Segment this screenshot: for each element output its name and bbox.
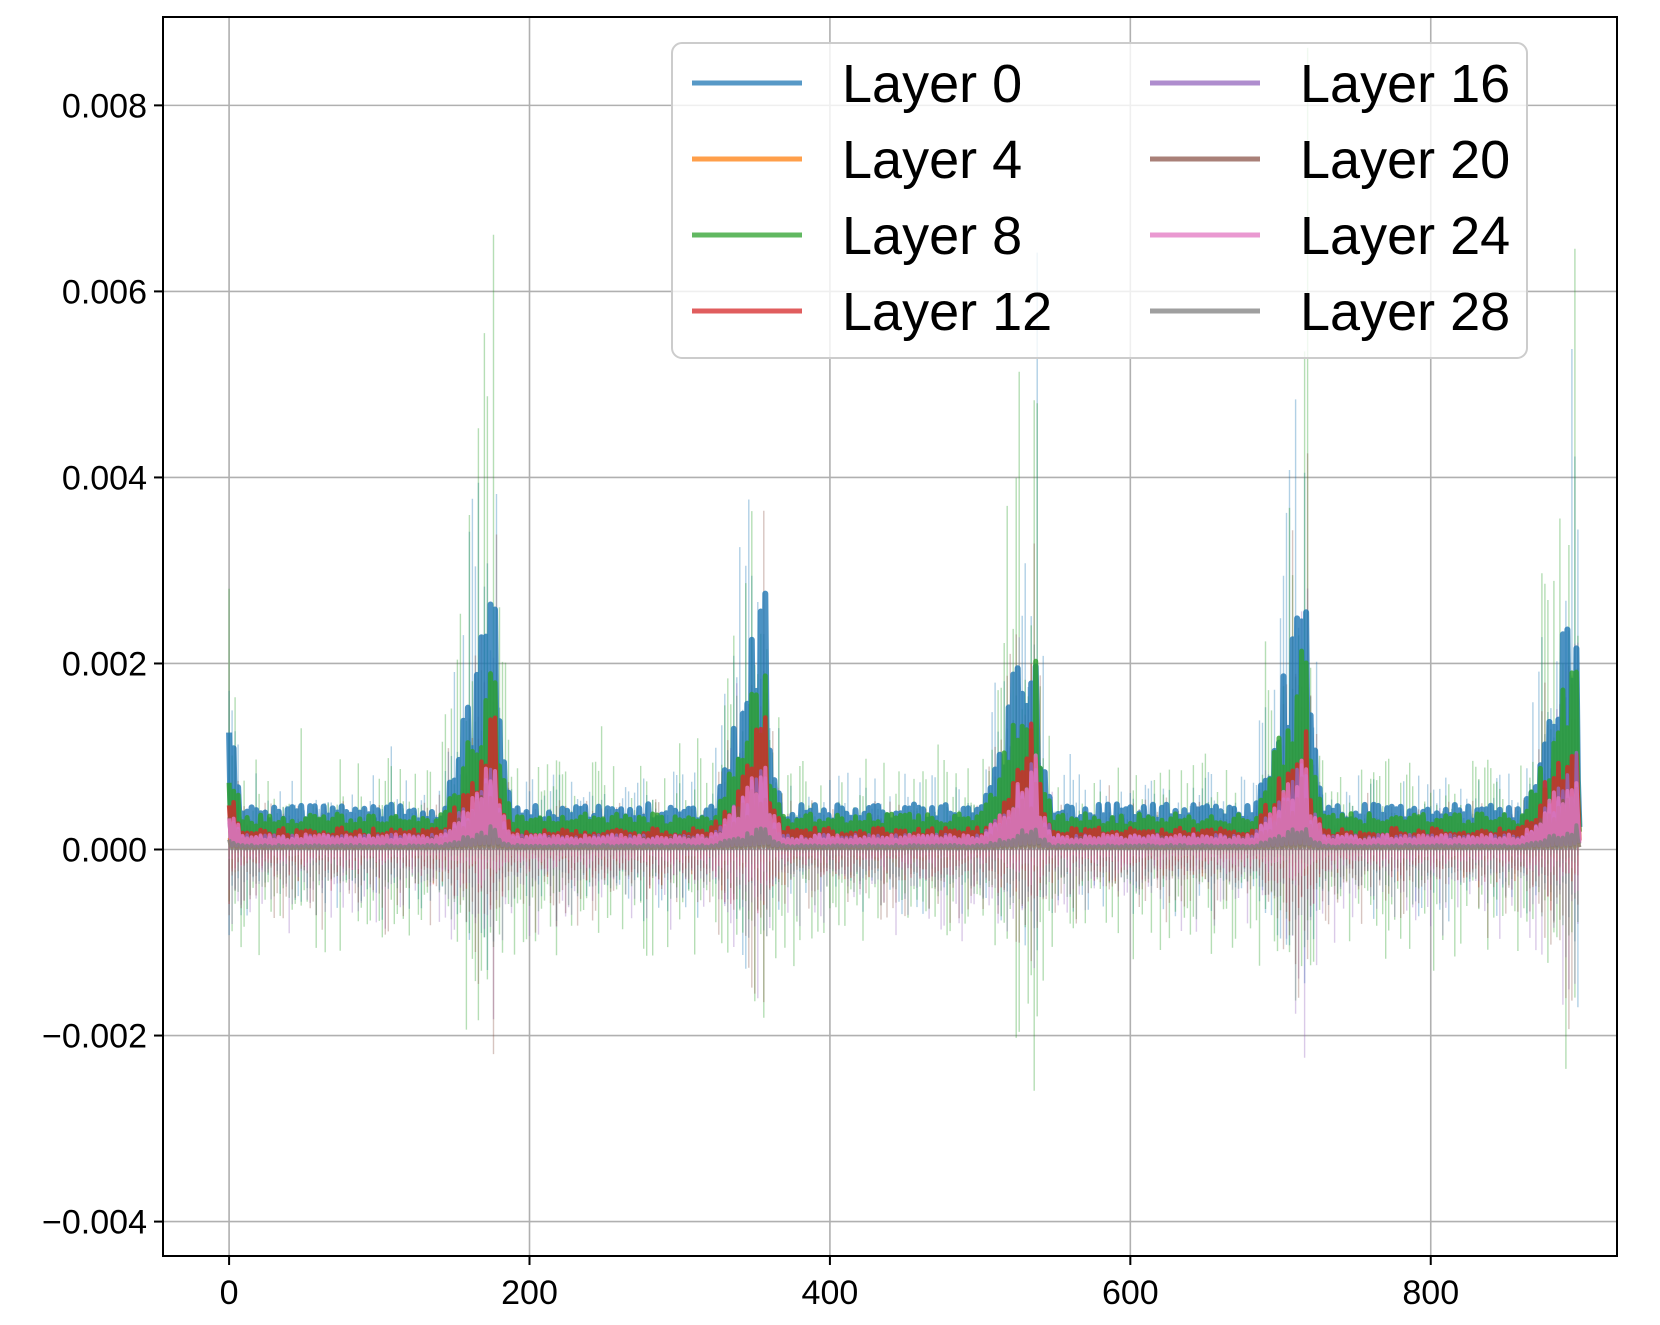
y-tick-label: 0.000: [62, 832, 147, 870]
y-tick-label: 0.002: [62, 645, 147, 683]
legend-label-layer-24: Layer 24: [1300, 206, 1510, 266]
series-lines: [226, 590, 1583, 851]
legend-label-layer-0: Layer 0: [842, 54, 1022, 114]
y-tick-label: 0.008: [62, 87, 147, 125]
legend-label-layer-20: Layer 20: [1300, 130, 1510, 190]
x-tick-label: 800: [1402, 1274, 1459, 1312]
series-line-layer-28: [227, 823, 1582, 851]
legend-label-layer-28: Layer 28: [1300, 282, 1510, 342]
legend: Layer 0 Layer 4 Layer 8 Layer 12 Layer 16 Lay…: [671, 42, 1528, 359]
legend-box: [671, 42, 1528, 359]
x-tick-label: 600: [1102, 1274, 1159, 1312]
y-tick-label: −0.004: [42, 1204, 147, 1242]
legend-label-layer-12: Layer 12: [842, 282, 1052, 342]
y-tick-label: 0.004: [62, 459, 147, 497]
x-tick-label: 0: [220, 1274, 239, 1312]
axis-ticks: 0 200 400 600 800 −0.004 −0.002 0.000 0.002 0.004…: [42, 87, 1459, 1312]
y-tick-label: 0.006: [62, 273, 147, 311]
x-tick-label: 400: [802, 1274, 859, 1312]
plot-frame: [162, 16, 1618, 1257]
x-tick-label: 200: [501, 1274, 558, 1312]
y-tick-label: −0.002: [42, 1018, 147, 1056]
legend-label-layer-16: Layer 16: [1300, 54, 1510, 114]
legend-label-layer-4: Layer 4: [842, 130, 1022, 190]
legend-label-layer-8: Layer 8: [842, 206, 1022, 266]
